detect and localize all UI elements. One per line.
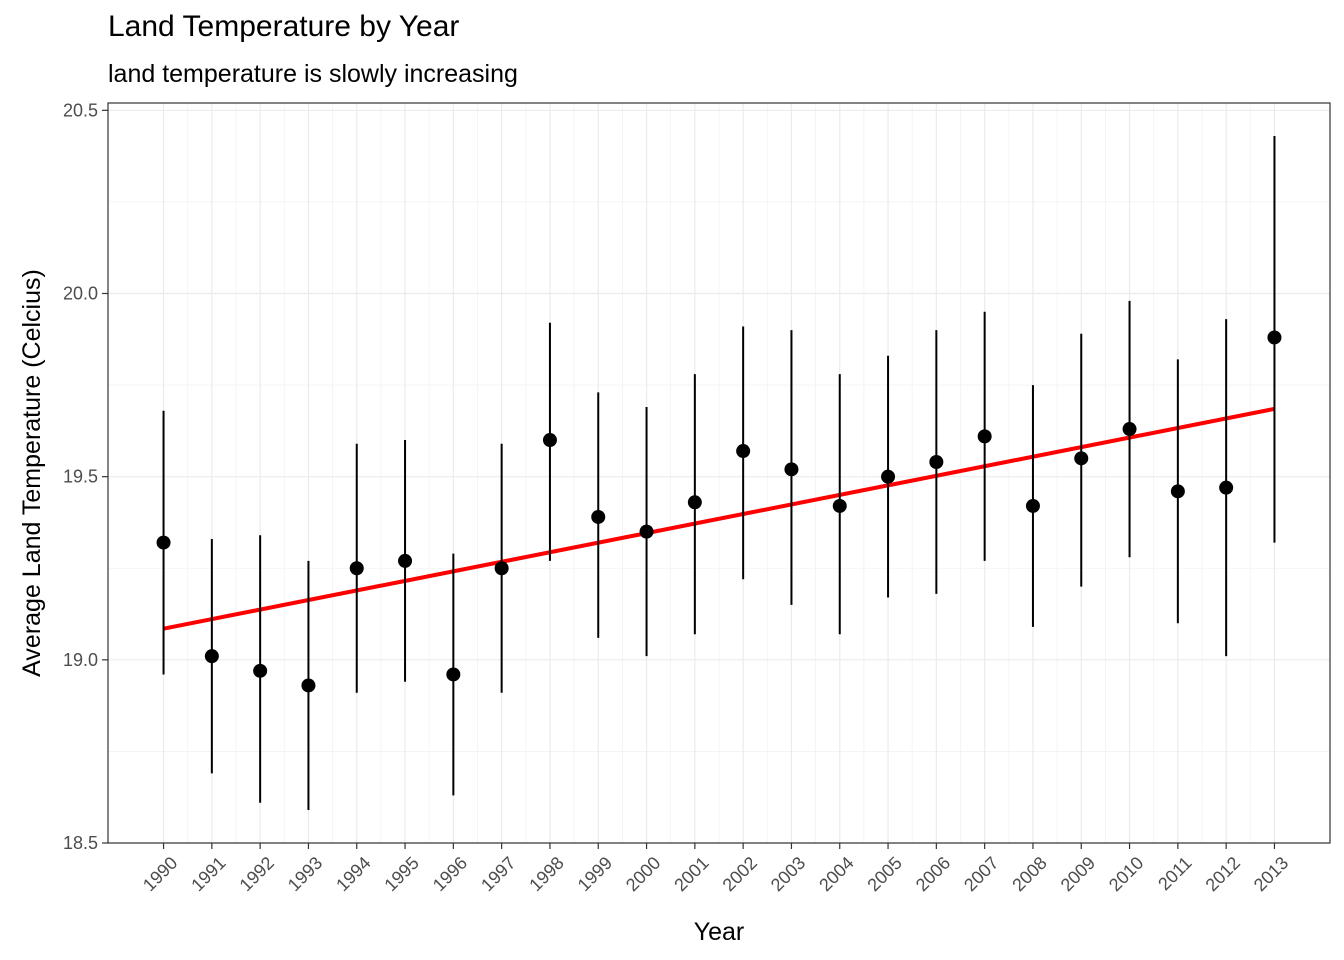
- data-point-1994: [349, 561, 364, 576]
- data-point-2013: [1267, 330, 1282, 345]
- x-tick-label: 1996: [429, 853, 471, 895]
- x-tick-label: 2001: [670, 853, 712, 895]
- x-tick-label: 2005: [863, 853, 905, 895]
- x-tick-label: 1991: [187, 853, 229, 895]
- data-point-2000: [639, 524, 654, 539]
- x-tick-label: 2002: [719, 853, 761, 895]
- y-tick-label: 18.5: [63, 833, 98, 853]
- x-tick-label: 1997: [477, 853, 519, 895]
- data-point-2002: [736, 444, 751, 459]
- data-point-2011: [1170, 484, 1185, 499]
- y-axis: 18.5 19.0 19.5 20.0 20.5: [63, 100, 108, 853]
- data-point-1993: [301, 678, 316, 693]
- x-tick-label: 2000: [622, 853, 664, 895]
- x-tick-label: 1992: [236, 853, 278, 895]
- x-tick-label: 1993: [284, 853, 326, 895]
- panel-border: [107, 102, 1331, 844]
- x-tick-label: 2010: [1105, 853, 1147, 895]
- y-tick-label: 19.0: [63, 650, 98, 670]
- data-point-1996: [446, 667, 461, 682]
- data-point-1991: [204, 649, 219, 664]
- data-point-1998: [542, 433, 557, 448]
- data-point-1997: [494, 561, 509, 576]
- data-point-1990: [156, 535, 171, 550]
- x-tick-label: 1994: [332, 853, 374, 895]
- data-point-2012: [1219, 480, 1234, 495]
- data-point-2005: [881, 469, 896, 484]
- x-tick-label: 2009: [1057, 853, 1099, 895]
- data-point-2006: [929, 455, 944, 470]
- data-point-2008: [1025, 498, 1040, 513]
- x-tick-label: 2006: [912, 853, 954, 895]
- data-point-2004: [832, 498, 847, 513]
- x-tick-label: 2012: [1202, 853, 1244, 895]
- data-point-2009: [1074, 451, 1089, 466]
- data-points: [156, 330, 1282, 693]
- trend-line: [163, 406, 1275, 631]
- chart-title: Land Temperature by Year: [108, 10, 460, 43]
- data-point-2010: [1122, 422, 1137, 437]
- minor-gridlines: [108, 103, 1330, 843]
- x-tick-label: 1995: [380, 853, 422, 895]
- data-point-1995: [398, 553, 413, 568]
- x-tick-label: 2004: [815, 853, 857, 895]
- x-tick-label: 1990: [139, 853, 181, 895]
- x-tick-label: 1998: [525, 853, 567, 895]
- x-tick-label: 2013: [1250, 853, 1292, 895]
- data-point-2003: [784, 462, 799, 477]
- data-point-2001: [687, 495, 702, 510]
- x-axis-title: Year: [694, 918, 745, 946]
- chart-subtitle: land temperature is slowly increasing: [108, 60, 518, 88]
- trend-line-group: [163, 406, 1275, 631]
- y-tick-label: 20.5: [63, 100, 98, 120]
- x-tick-label: 2007: [960, 853, 1002, 895]
- data-point-2007: [977, 429, 992, 444]
- y-tick-label: 19.5: [63, 467, 98, 487]
- x-tick-label: 2011: [1154, 853, 1196, 895]
- y-axis-title: Average Land Temperature (Celcius): [18, 269, 46, 677]
- x-tick-label: 1999: [574, 853, 616, 895]
- x-tick-label: 2003: [767, 853, 809, 895]
- y-tick-label: 20.0: [63, 283, 98, 303]
- x-axis: 1990 1991 1992 1993 1994 1995 1996 1997 1998 1999…: [139, 843, 1292, 895]
- data-point-1992: [253, 663, 268, 678]
- x-tick-label: 2008: [1008, 853, 1050, 895]
- data-point-1999: [591, 509, 606, 524]
